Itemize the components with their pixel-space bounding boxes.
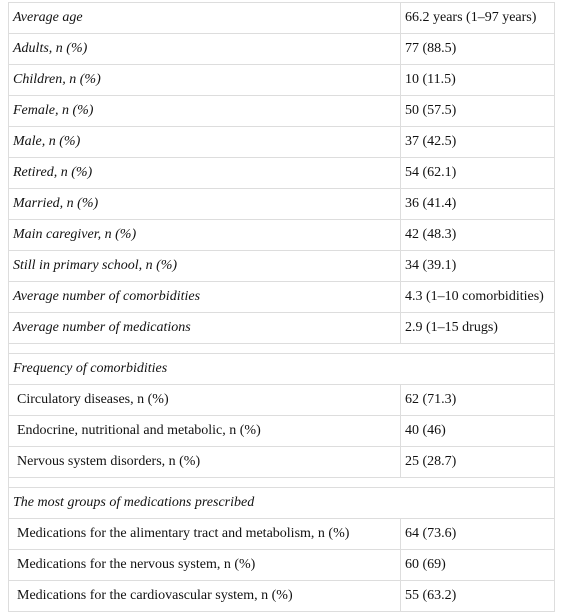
table-row: Still in primary school, n (%) 34 (39.1)	[8, 250, 555, 282]
group-title: Frequency of comorbidities	[8, 353, 555, 385]
value-cell: 55 (63.2)	[400, 580, 555, 612]
label-cell: Adults, n (%)	[8, 33, 401, 65]
label-cell: Main caregiver, n (%)	[8, 219, 401, 251]
label-cell: Nervous system disorders, n (%)	[8, 446, 401, 478]
spacer-row	[8, 343, 555, 354]
table-row: Average number of comorbidities 4.3 (1–10…	[8, 281, 555, 313]
table-row: Medications for the alimentary tract and…	[8, 518, 555, 550]
table-row: Male, n (%) 37 (42.5)	[8, 126, 555, 158]
table-row: Female, n (%) 50 (57.5)	[8, 95, 555, 127]
table-row: Adults, n (%) 77 (88.5)	[8, 33, 555, 65]
group-header-row: Frequency of comorbidities	[8, 353, 555, 385]
value-cell: 77 (88.5)	[400, 33, 555, 65]
table-row: Children, n (%) 10 (11.5)	[8, 64, 555, 96]
value-cell: 25 (28.7)	[400, 446, 555, 478]
table-row: Nervous system disorders, n (%) 25 (28.7)	[8, 446, 555, 478]
table-row: Circulatory diseases, n (%) 62 (71.3)	[8, 384, 555, 416]
label-cell: Endocrine, nutritional and metabolic, n …	[8, 415, 401, 447]
value-cell: 54 (62.1)	[400, 157, 555, 189]
table-row: Endocrine, nutritional and metabolic, n …	[8, 415, 555, 447]
value-cell: 34 (39.1)	[400, 250, 555, 282]
label-cell: Retired, n (%)	[8, 157, 401, 189]
label-cell: Still in primary school, n (%)	[8, 250, 401, 282]
spacer-row	[8, 477, 555, 488]
group-title: The most groups of medications prescribe…	[8, 487, 555, 519]
value-cell: 50 (57.5)	[400, 95, 555, 127]
label-cell: Female, n (%)	[8, 95, 401, 127]
label-cell: Average age	[8, 2, 401, 34]
table-row: Average number of medications 2.9 (1–15 d…	[8, 312, 555, 344]
value-cell: 37 (42.5)	[400, 126, 555, 158]
label-cell: Male, n (%)	[8, 126, 401, 158]
table-row: Average age 66.2 years (1–97 years)	[8, 2, 555, 34]
group-header-row: The most groups of medications prescribe…	[8, 487, 555, 519]
value-cell: 2.9 (1–15 drugs)	[400, 312, 555, 344]
value-cell: 36 (41.4)	[400, 188, 555, 220]
value-cell: 62 (71.3)	[400, 384, 555, 416]
value-cell: 4.3 (1–10 comorbidities)	[400, 281, 555, 313]
table-row: Medications for the cardiovascular syste…	[8, 580, 555, 612]
value-cell: 10 (11.5)	[400, 64, 555, 96]
spacer-cell	[8, 477, 555, 488]
label-cell: Circulatory diseases, n (%)	[8, 384, 401, 416]
label-cell: Medications for the cardiovascular syste…	[8, 580, 401, 612]
table-row: Married, n (%) 36 (41.4)	[8, 188, 555, 220]
data-table: Average age 66.2 years (1–97 years) Adults…	[8, 2, 555, 612]
label-cell: Medications for the nervous system, n (%…	[8, 549, 401, 581]
value-cell: 40 (46)	[400, 415, 555, 447]
label-cell: Married, n (%)	[8, 188, 401, 220]
value-cell: 64 (73.6)	[400, 518, 555, 550]
table-row: Retired, n (%) 54 (62.1)	[8, 157, 555, 189]
label-cell: Children, n (%)	[8, 64, 401, 96]
label-cell: Medications for the alimentary tract and…	[8, 518, 401, 550]
value-cell: 42 (48.3)	[400, 219, 555, 251]
table-row: Medications for the nervous system, n (%…	[8, 549, 555, 581]
table-row: Main caregiver, n (%) 42 (48.3)	[8, 219, 555, 251]
spacer-cell	[8, 343, 555, 354]
label-cell: Average number of comorbidities	[8, 281, 401, 313]
label-cell: Average number of medications	[8, 312, 401, 344]
value-cell: 66.2 years (1–97 years)	[400, 2, 555, 34]
value-cell: 60 (69)	[400, 549, 555, 581]
